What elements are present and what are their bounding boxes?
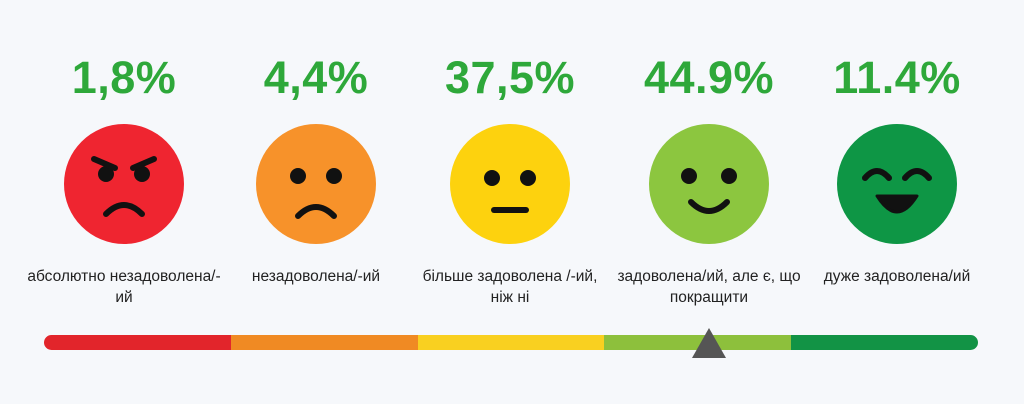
scale-segment-very-dissatisfied (44, 335, 231, 350)
percent-value: 1,8% (71, 52, 177, 103)
angry-face-icon (64, 124, 184, 244)
scale-segment-very-satisfied (791, 335, 978, 350)
percent-value: 11.4% (833, 52, 961, 103)
smiling-face-icon (649, 124, 769, 244)
scale-segment-neutral (417, 335, 605, 350)
level-label: задоволена/ий, але є, що покращити (617, 268, 801, 306)
level-label: незадоволена/-ий (251, 268, 381, 285)
neutral-face-icon (450, 124, 570, 244)
sad-face-icon (256, 124, 376, 244)
level-label: дуже задоволена/ий (823, 268, 971, 285)
grinning-face-icon (837, 124, 957, 244)
triangle-marker-icon (692, 328, 726, 358)
percent-value: 4,4% (263, 52, 369, 103)
scale-segment-satisfied (604, 335, 792, 350)
percent-value: 44.9% (643, 52, 775, 103)
scale-segment-dissatisfied (230, 335, 418, 350)
satisfaction-scale-bar (44, 335, 978, 350)
level-label: абсолютно незадоволена/-ий (27, 268, 221, 306)
level-label: більше задоволена /-ий, ніж ні (422, 268, 598, 306)
percent-value: 37,5% (444, 52, 576, 103)
